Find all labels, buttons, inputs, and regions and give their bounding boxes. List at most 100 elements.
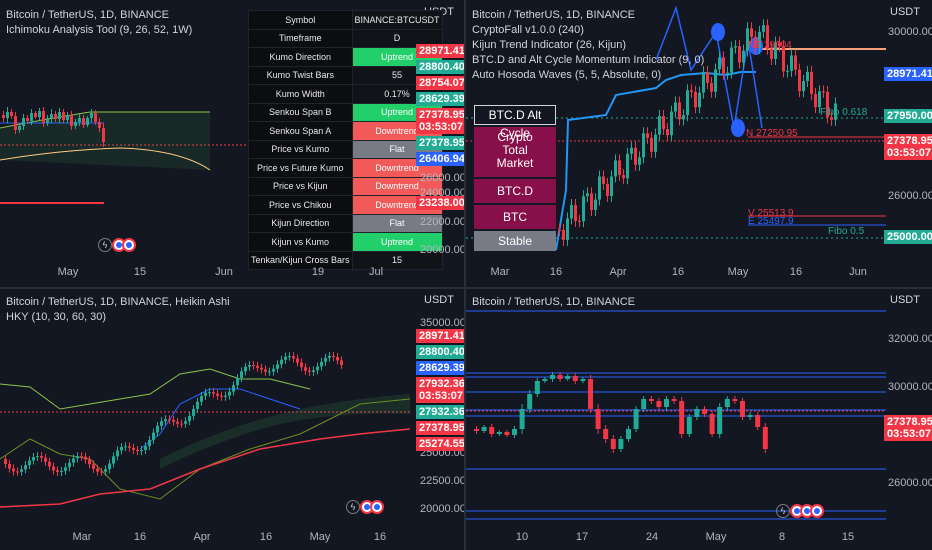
candle bbox=[586, 187, 589, 203]
candle bbox=[578, 214, 581, 228]
candle bbox=[48, 457, 51, 471]
candle bbox=[24, 461, 27, 474]
price-label: 28629.39 bbox=[416, 361, 464, 375]
x-axis-tick: May bbox=[705, 531, 727, 543]
candle bbox=[694, 406, 700, 420]
x-axis-tick: 16 bbox=[373, 531, 387, 543]
price-label: 27932.36 bbox=[416, 405, 464, 419]
pane-divider-vertical[interactable] bbox=[464, 0, 466, 550]
candle bbox=[2, 111, 5, 122]
pane1-event-icons[interactable]: ϟ bbox=[98, 238, 136, 252]
candle bbox=[618, 436, 624, 452]
pane2-indicator-1[interactable]: CryptoFall v1.0.0 (240) bbox=[472, 24, 584, 36]
fibo-5-label: Fibo 0.5 bbox=[828, 226, 865, 237]
candle bbox=[633, 406, 639, 432]
candle bbox=[276, 360, 279, 373]
candle bbox=[296, 354, 299, 367]
table-row: Kumo Direction Uptrend bbox=[248, 47, 443, 67]
price-label-value: 28800.40 bbox=[419, 61, 464, 73]
candle bbox=[66, 112, 69, 123]
chart-pane-levels[interactable]: Bitcoin / TetherUS, 1D, BINANCE USDT 320… bbox=[466, 289, 932, 550]
chart-pane-ichimoku[interactable]: Bitcoin / TetherUS, 1D, BINANCE Ichimoku… bbox=[0, 0, 464, 287]
candle bbox=[200, 391, 203, 406]
lightning-icon[interactable]: ϟ bbox=[346, 500, 360, 514]
candle bbox=[98, 118, 101, 132]
pane2-symbol-title[interactable]: Bitcoin / TetherUS, 1D, BINANCE bbox=[472, 9, 636, 21]
candle bbox=[78, 114, 81, 126]
pane2-indicator-4[interactable]: Auto Hosoda Waves (5, 5, Absolute, 0) bbox=[472, 69, 662, 81]
lightning-icon[interactable]: ϟ bbox=[776, 504, 790, 518]
price-label: 28800.40 bbox=[416, 345, 464, 359]
x-axis-tick: 17 bbox=[575, 531, 589, 543]
candle bbox=[132, 443, 135, 454]
pane2-currency: USDT bbox=[890, 6, 920, 18]
candle bbox=[184, 417, 187, 428]
price-label-value: 28800.40 bbox=[419, 346, 464, 358]
pane3-event-icons[interactable]: ϟ bbox=[346, 500, 384, 514]
candle bbox=[280, 355, 283, 369]
alt-cycle-stable: Stable bbox=[474, 231, 556, 251]
candle bbox=[144, 442, 147, 454]
pane3-symbol-title[interactable]: Bitcoin / TetherUS, 1D, BINANCE, Heikin … bbox=[6, 296, 230, 308]
x-axis-tick: 16 bbox=[549, 266, 563, 278]
table-row: Tenkan/Kijun Cross Bars 15 bbox=[248, 250, 443, 270]
pane3-indicator-name[interactable]: HKY (10, 30, 60, 30) bbox=[6, 311, 107, 323]
alt-cycle-box: BTC.D Alt Cycle Crypto Total Market BTC.… bbox=[474, 105, 556, 251]
hky-line bbox=[0, 368, 311, 410]
candle bbox=[738, 40, 741, 69]
candle bbox=[212, 388, 215, 398]
candle bbox=[308, 366, 311, 376]
us-flag-icon[interactable] bbox=[810, 504, 824, 518]
candle bbox=[44, 453, 47, 466]
candle bbox=[94, 110, 97, 125]
candle bbox=[12, 464, 15, 476]
candle bbox=[64, 463, 67, 475]
table-row: Price vs Kumo Flat bbox=[248, 139, 443, 159]
candle bbox=[572, 373, 578, 384]
heikin-ashi-chart-canvas[interactable] bbox=[0, 289, 464, 550]
pane1-symbol-title[interactable]: Bitcoin / TetherUS, 1D, BINANCE bbox=[6, 9, 170, 21]
pane3-legend: Bitcoin / TetherUS, 1D, BINANCE, Heikin … bbox=[6, 295, 230, 325]
chart-pane-heikin-ashi[interactable]: Bitcoin / TetherUS, 1D, BINANCE, Heikin … bbox=[0, 289, 464, 550]
candle bbox=[96, 464, 99, 476]
candle bbox=[284, 352, 287, 364]
candle bbox=[104, 465, 107, 476]
lightning-icon[interactable]: ϟ bbox=[98, 238, 112, 252]
pane-divider-horizontal[interactable] bbox=[0, 287, 932, 289]
ichimoku-chart-canvas[interactable] bbox=[0, 0, 464, 287]
hosoda-e-label: E 25497.9 bbox=[748, 216, 794, 227]
candle bbox=[50, 109, 53, 123]
us-flag-icon[interactable] bbox=[122, 238, 136, 252]
pane2-indicator-2[interactable]: Kijun Trend Indicator (26, Kijun) bbox=[472, 39, 627, 51]
candle bbox=[706, 66, 709, 89]
candle bbox=[14, 112, 17, 134]
candle bbox=[724, 396, 730, 410]
table-key: Kumo Direction bbox=[248, 47, 353, 67]
pane4-event-icons[interactable]: ϟ bbox=[776, 504, 824, 518]
candle bbox=[332, 352, 335, 361]
candle bbox=[70, 111, 73, 130]
candle bbox=[40, 452, 43, 462]
cryptofall-chart-canvas[interactable] bbox=[466, 0, 932, 287]
candle bbox=[594, 193, 597, 217]
candle bbox=[558, 224, 561, 236]
levels-chart-canvas[interactable] bbox=[466, 289, 932, 550]
candle bbox=[648, 396, 654, 404]
candle bbox=[36, 452, 39, 462]
pane4-symbol-title[interactable]: Bitcoin / TetherUS, 1D, BINANCE bbox=[472, 296, 636, 308]
price-label: 25274.55 bbox=[416, 437, 464, 451]
alt-cycle-title: BTC.D Alt Cycle bbox=[474, 105, 556, 140]
candle bbox=[654, 128, 657, 158]
price-label: 28754.07 bbox=[416, 76, 464, 90]
price-label: 28971.41 bbox=[416, 44, 464, 58]
us-flag-icon[interactable] bbox=[370, 500, 384, 514]
pane2-indicator-3[interactable]: BTC.D and Alt Cycle Momentum Indicator (… bbox=[472, 54, 705, 66]
pane1-indicator-name[interactable]: Ichimoku Analysis Tool (9, 26, 52, 1W) bbox=[6, 24, 193, 36]
table-row: Price vs Chikou Downtrend bbox=[248, 195, 443, 215]
candle bbox=[814, 87, 817, 114]
candle bbox=[30, 109, 33, 125]
candle bbox=[717, 403, 723, 438]
candle bbox=[300, 358, 303, 372]
price-label-value: 27950.00 bbox=[887, 110, 932, 122]
price-label-value: 27378.95 bbox=[419, 109, 464, 121]
